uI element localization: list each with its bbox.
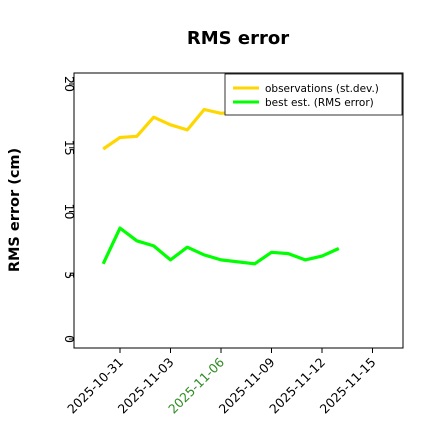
plot-area-frame bbox=[73, 72, 404, 349]
y-tick-label: 10 bbox=[62, 204, 77, 220]
y-axis-label: RMS error (cm) bbox=[7, 148, 23, 272]
y-tick-label: 0 bbox=[62, 335, 77, 343]
legend: observations (st.dev.) best est. (RMS er… bbox=[224, 73, 403, 116]
legend-box bbox=[224, 73, 403, 116]
legend-label-observations: observations (st.dev.) bbox=[265, 83, 379, 95]
series-line-best-est bbox=[101, 226, 340, 266]
legend-label-best-est: best est. (RMS error) bbox=[265, 97, 374, 109]
chart-title: RMS error bbox=[187, 28, 289, 49]
series-layer bbox=[101, 100, 340, 266]
x-axis: 2025-10-312025-11-032025-11-062025-11-09… bbox=[64, 348, 379, 416]
y-tick-label: 5 bbox=[62, 271, 77, 279]
y-tick-label: 20 bbox=[62, 76, 77, 92]
y-tick-label: 15 bbox=[62, 140, 77, 156]
y-axis: 0 5 10 15 20 bbox=[62, 76, 77, 343]
